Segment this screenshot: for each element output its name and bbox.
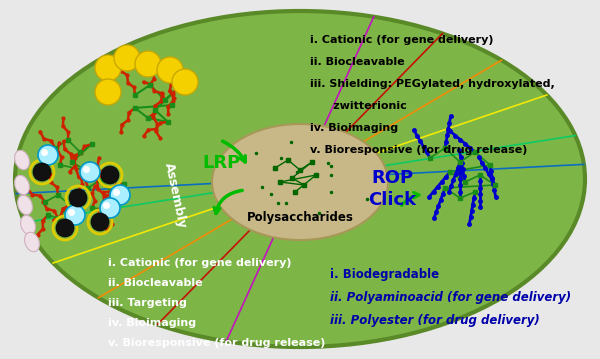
Text: iii. Targeting: iii. Targeting (108, 298, 187, 308)
Ellipse shape (20, 215, 35, 235)
Text: iii. Polyester (for drug delivery): iii. Polyester (for drug delivery) (330, 314, 540, 327)
Text: i. Cationic (for gene delivery): i. Cationic (for gene delivery) (108, 258, 292, 268)
Circle shape (135, 51, 161, 77)
Text: Click: Click (368, 191, 416, 209)
Ellipse shape (15, 11, 585, 347)
Text: i. Biodegradable: i. Biodegradable (330, 268, 439, 281)
Text: LRP: LRP (203, 154, 241, 172)
Text: ROP: ROP (371, 169, 413, 187)
Circle shape (95, 79, 121, 105)
Text: Assembly: Assembly (161, 161, 188, 229)
Text: ii. Biocleavable: ii. Biocleavable (310, 57, 404, 67)
Text: Polysaccharides: Polysaccharides (247, 210, 353, 224)
Circle shape (114, 45, 140, 71)
Text: iv. Bioimaging: iv. Bioimaging (310, 123, 398, 133)
Circle shape (38, 145, 58, 165)
Circle shape (91, 213, 109, 231)
Text: i. Cationic (for gene delivery): i. Cationic (for gene delivery) (310, 35, 493, 45)
Ellipse shape (17, 195, 32, 215)
Circle shape (100, 198, 120, 218)
Text: ii. Polyaminoacid (for gene delivery): ii. Polyaminoacid (for gene delivery) (330, 291, 571, 304)
Circle shape (157, 57, 183, 83)
Text: iii. Shielding: PEGylated, hydroxylated,: iii. Shielding: PEGylated, hydroxylated, (310, 79, 555, 89)
Circle shape (69, 189, 87, 207)
Text: zwitterionic: zwitterionic (310, 101, 407, 111)
Circle shape (95, 55, 121, 81)
Ellipse shape (14, 150, 29, 170)
Ellipse shape (14, 175, 29, 195)
Ellipse shape (212, 124, 388, 240)
Circle shape (80, 162, 100, 182)
Text: v. Bioresponsive (for drug release): v. Bioresponsive (for drug release) (108, 338, 325, 348)
Text: ii. Biocleavable: ii. Biocleavable (108, 278, 203, 288)
Ellipse shape (25, 232, 40, 252)
Circle shape (110, 185, 130, 205)
Circle shape (172, 69, 198, 95)
Circle shape (65, 205, 85, 225)
Circle shape (56, 219, 74, 237)
Circle shape (101, 166, 119, 184)
Text: v. Bioresponsive (for drug release): v. Bioresponsive (for drug release) (310, 145, 527, 155)
Circle shape (33, 163, 51, 181)
Text: iv. Bioimaging: iv. Bioimaging (108, 318, 196, 328)
